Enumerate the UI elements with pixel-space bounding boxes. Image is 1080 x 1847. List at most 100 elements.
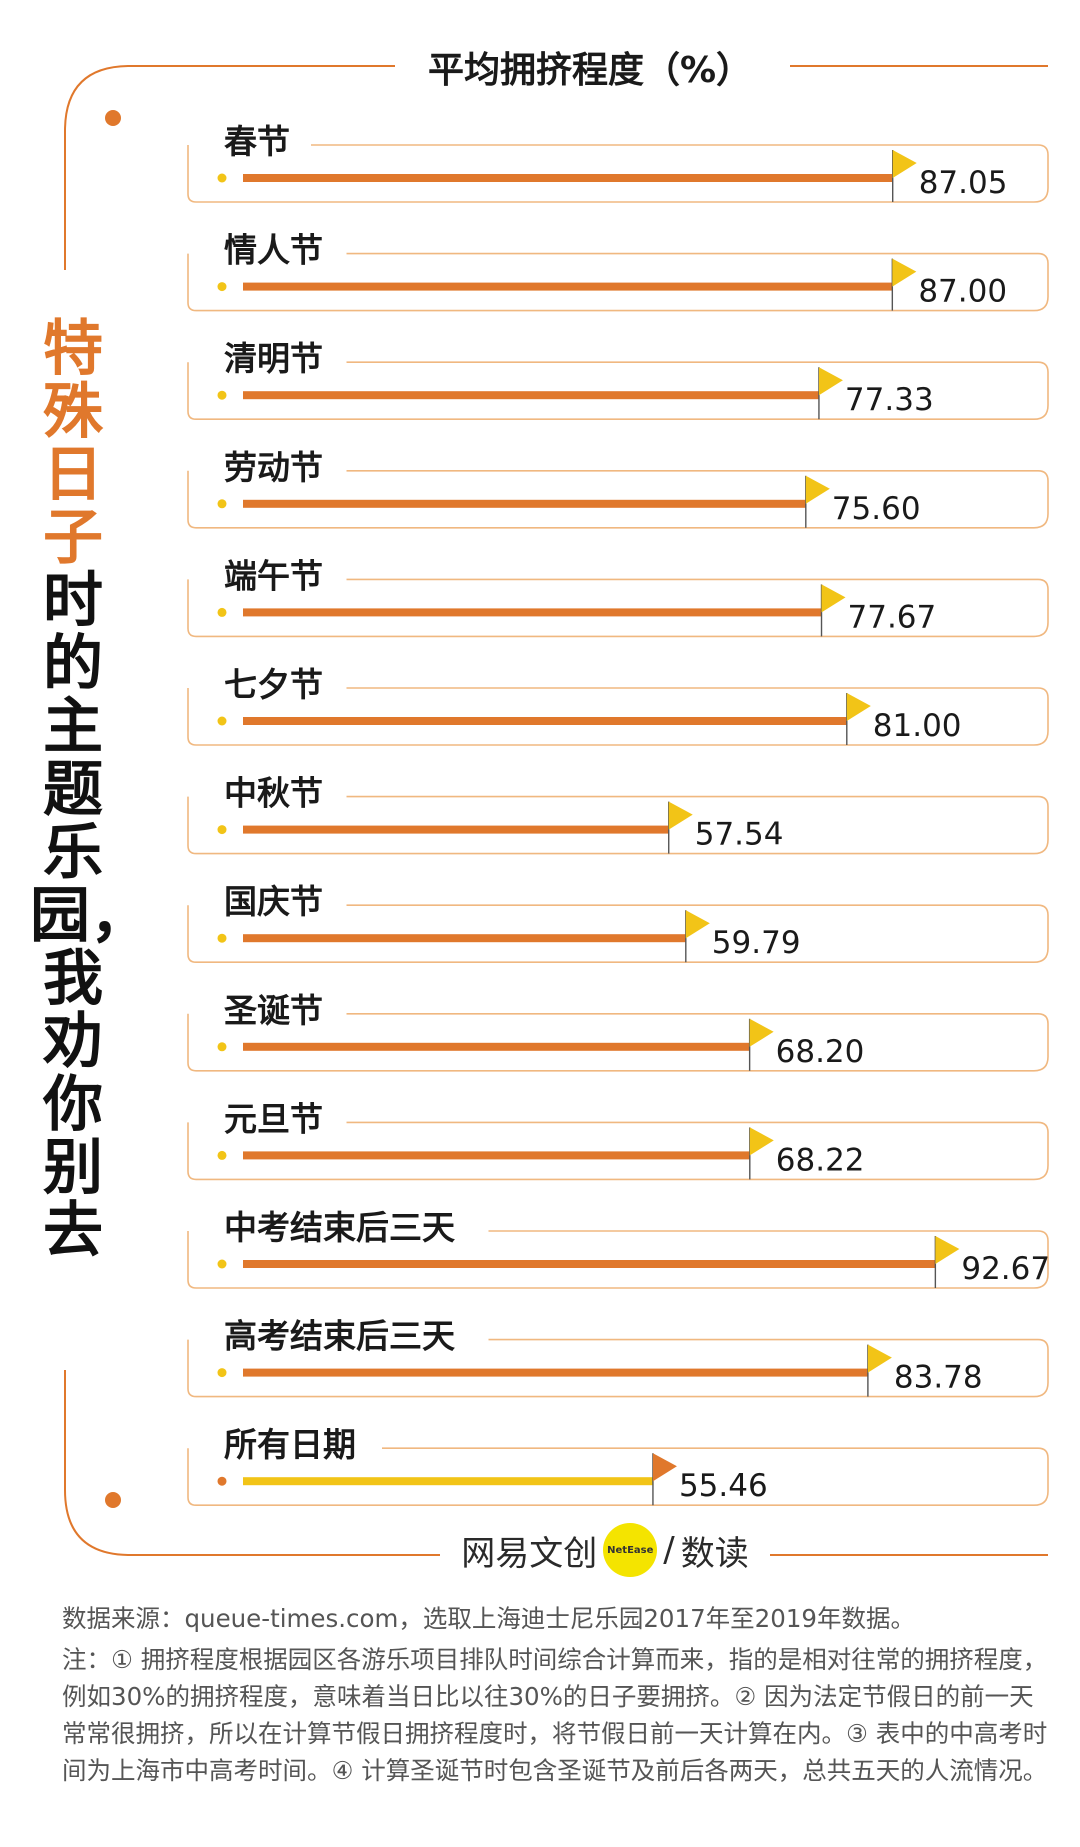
bar bbox=[243, 1368, 868, 1377]
flag bbox=[652, 1453, 677, 1482]
row-frame bbox=[187, 470, 1049, 529]
row-frame bbox=[187, 1121, 1049, 1181]
chart-row: 春节 87.05 bbox=[187, 122, 1049, 203]
bar bbox=[243, 934, 686, 943]
bar bbox=[243, 1477, 653, 1486]
bar bbox=[243, 1260, 936, 1268]
category-label: 端午节 bbox=[224, 556, 323, 595]
value-label: 83.78 bbox=[894, 1360, 983, 1396]
row-dot bbox=[217, 1476, 227, 1486]
brand-sub: 数读 bbox=[680, 1533, 749, 1574]
row-dot bbox=[217, 933, 227, 943]
footer-notes: 注：① 拥挤程度根据园区各游乐项目排队时间综合计算而来，指的是相对往常的拥挤程度… bbox=[62, 1645, 1048, 1785]
bar bbox=[243, 608, 822, 617]
page-title: 特殊日子 时的主题乐园，我劝你别去 bbox=[30, 314, 150, 1266]
brand-badge: NetEase bbox=[603, 1523, 658, 1577]
row-dot bbox=[217, 173, 227, 183]
category-label: 春节 bbox=[224, 122, 290, 161]
row-dot bbox=[217, 607, 227, 617]
chart-row: 所有日期 55.46 bbox=[187, 1425, 1049, 1506]
flag bbox=[867, 1344, 892, 1373]
flag bbox=[805, 475, 830, 504]
value-label: 87.00 bbox=[918, 274, 1007, 310]
row-frame bbox=[187, 1338, 1049, 1398]
value-label: 68.20 bbox=[776, 1034, 865, 1070]
value-label: 81.00 bbox=[873, 708, 962, 744]
flag bbox=[749, 1127, 774, 1156]
row-frame bbox=[187, 252, 1049, 312]
brand-logo: 网易文创 NetEase / 数读 bbox=[440, 1520, 770, 1580]
chart-row: 高考结束后三天 83.78 bbox=[187, 1317, 1049, 1398]
value-label: 77.67 bbox=[848, 599, 937, 635]
category-label: 七夕节 bbox=[224, 665, 323, 704]
row-dot bbox=[217, 1042, 227, 1052]
chart-row: 国庆节 59.79 bbox=[187, 882, 1049, 963]
flag bbox=[685, 910, 710, 939]
flag bbox=[821, 584, 846, 613]
row-frame bbox=[187, 1013, 1049, 1072]
bar bbox=[243, 1042, 750, 1051]
brand-separator: / bbox=[663, 1530, 675, 1570]
frame-dot-bottom bbox=[105, 1492, 121, 1508]
chart-row: 劳动节 75.60 bbox=[187, 448, 1049, 529]
flag bbox=[892, 150, 917, 178]
chart-row: 中秋节 57.54 bbox=[187, 774, 1049, 855]
flag bbox=[668, 801, 693, 830]
flag bbox=[818, 367, 843, 396]
row-dot bbox=[217, 825, 227, 835]
chart-title: 平均拥挤程度（%） bbox=[395, 40, 785, 102]
category-label: 所有日期 bbox=[224, 1425, 356, 1464]
value-label: 55.46 bbox=[679, 1468, 768, 1504]
category-label: 中考结束后三天 bbox=[224, 1208, 455, 1247]
value-label: 77.33 bbox=[845, 382, 934, 418]
category-label: 劳动节 bbox=[224, 448, 323, 487]
row-frame bbox=[187, 687, 1049, 746]
category-label: 高考结束后三天 bbox=[224, 1317, 455, 1356]
flag bbox=[935, 1236, 960, 1264]
category-label: 国庆节 bbox=[224, 882, 323, 921]
row-dot bbox=[217, 1150, 227, 1160]
row-frame bbox=[187, 578, 1049, 638]
bar bbox=[243, 499, 806, 508]
category-label: 清明节 bbox=[224, 339, 323, 378]
value-label: 92.67 bbox=[961, 1251, 1050, 1287]
row-frame bbox=[187, 1230, 1049, 1289]
row-dot bbox=[217, 716, 227, 726]
frame-dot-top bbox=[105, 110, 121, 126]
category-label: 情人节 bbox=[224, 231, 323, 270]
flag bbox=[846, 693, 871, 721]
bar bbox=[243, 174, 893, 182]
row-frame bbox=[187, 904, 1049, 963]
value-label: 59.79 bbox=[712, 925, 801, 961]
bar bbox=[243, 825, 669, 834]
category-label: 元旦节 bbox=[224, 1099, 323, 1138]
chart-frame: 春节 87.05 情人节 87.00 清明节 77.33 劳动节 75.60 端午节 77.67 七… bbox=[64, 65, 1050, 1556]
chart-row: 元旦节 68.22 bbox=[187, 1099, 1049, 1181]
row-dot bbox=[217, 282, 227, 292]
chart-row: 端午节 77.67 bbox=[187, 556, 1049, 638]
page-title-highlight: 特殊日子 bbox=[43, 314, 103, 573]
value-label: 57.54 bbox=[695, 817, 784, 853]
brand-name: 网易文创 bbox=[461, 1533, 598, 1574]
chart-row: 中考结束后三天 92.67 bbox=[187, 1208, 1050, 1289]
row-dot bbox=[217, 499, 227, 509]
bar bbox=[243, 717, 847, 725]
page-title-rest: 时的主题乐园，我劝你别去 bbox=[30, 566, 150, 1266]
value-label: 68.22 bbox=[776, 1142, 865, 1178]
category-label: 圣诞节 bbox=[224, 991, 323, 1030]
frame-top-line bbox=[64, 65, 400, 270]
bar bbox=[243, 1151, 750, 1160]
value-label: 75.60 bbox=[832, 491, 921, 527]
flag bbox=[892, 258, 917, 287]
chart-row: 七夕节 81.00 bbox=[187, 665, 1049, 746]
row-frame bbox=[187, 361, 1049, 420]
flag bbox=[749, 1018, 774, 1047]
category-label: 中秋节 bbox=[224, 774, 323, 813]
row-dot bbox=[217, 1368, 227, 1378]
row-dot bbox=[217, 1259, 227, 1269]
row-dot bbox=[217, 390, 227, 400]
footer: 数据来源：queue-times.com，选取上海迪士尼乐园2017年至2019… bbox=[62, 1600, 1052, 1793]
bar bbox=[243, 282, 893, 291]
bar bbox=[243, 391, 819, 400]
chart-row: 圣诞节 68.20 bbox=[187, 991, 1049, 1072]
